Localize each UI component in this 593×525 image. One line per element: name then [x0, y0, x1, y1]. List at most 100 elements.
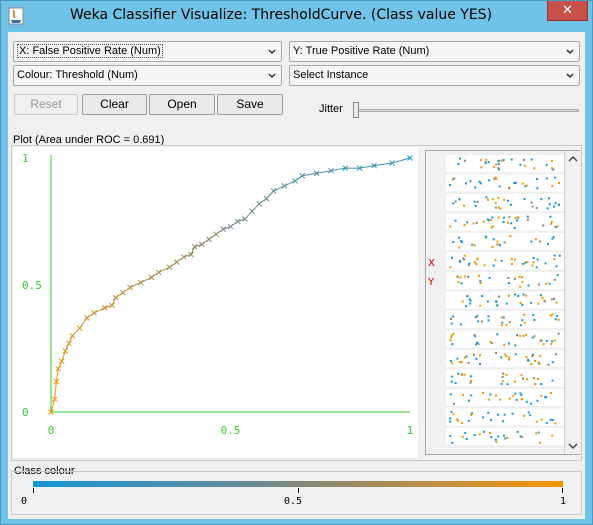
strip-point	[449, 339, 452, 342]
roc-curve-plot[interactable]: 0 0.5 1 0 0.5 1	[13, 147, 418, 458]
roc-point	[148, 274, 155, 281]
java-app-icon	[8, 7, 24, 25]
strip-point	[495, 440, 498, 443]
strip-point	[532, 257, 535, 259]
strip-point	[554, 226, 557, 228]
strip-point	[525, 294, 528, 297]
strip-point	[503, 241, 506, 244]
attribute-strip[interactable]	[446, 291, 564, 309]
strip-point	[531, 336, 534, 339]
strip-point	[473, 261, 476, 264]
strip-point	[452, 202, 455, 205]
roc-point	[84, 315, 90, 321]
strip-point	[479, 159, 482, 161]
strip-point	[554, 353, 557, 356]
strip-point	[501, 321, 504, 324]
strip-point	[498, 185, 501, 188]
strip-point	[487, 198, 489, 201]
roc-segment	[129, 282, 141, 288]
strip-point	[476, 314, 479, 317]
attribute-strip[interactable]	[446, 311, 564, 328]
strip-point	[494, 259, 497, 262]
attribute-strips[interactable]	[446, 154, 566, 447]
strip-point	[497, 163, 500, 166]
attribute-strip[interactable]	[446, 194, 564, 211]
strip-point	[454, 382, 457, 385]
roc-segment	[140, 276, 152, 283]
strip-point	[487, 411, 490, 414]
plot-area[interactable]: 0 0.5 1 0 0.5 1	[13, 147, 418, 458]
strip-point	[449, 318, 452, 320]
colour-select[interactable]: Colour: Threshold (Num)	[13, 65, 282, 86]
colour-tick	[298, 488, 299, 493]
strip-point	[468, 298, 471, 301]
title-bar[interactable]: Weka Classifier Visualize: ThresholdCurv…	[1, 1, 592, 32]
attribute-strip[interactable]	[446, 330, 564, 348]
instance-select[interactable]: Select Instance	[289, 65, 580, 86]
strip-point	[464, 356, 466, 359]
reset-button[interactable]: Reset	[14, 94, 78, 115]
strip-point	[500, 356, 503, 359]
strip-point	[521, 397, 523, 400]
strip-point	[465, 305, 467, 308]
strip-point	[499, 207, 502, 210]
attribute-strip[interactable]	[446, 350, 564, 367]
save-button[interactable]: Save	[217, 94, 283, 115]
strip-point	[538, 362, 541, 365]
strip-point	[545, 339, 548, 342]
strip-point	[512, 394, 515, 397]
strip-point	[513, 227, 516, 230]
strip-point	[511, 412, 514, 415]
strip-point	[509, 235, 512, 238]
strip-point	[545, 422, 548, 425]
jitter-slider-track[interactable]	[353, 109, 579, 112]
attribute-strip[interactable]	[446, 252, 564, 270]
strip-point	[508, 342, 510, 345]
strip-point	[525, 333, 527, 336]
roc-point	[180, 254, 187, 260]
strip-point	[494, 202, 497, 204]
attribute-strip[interactable]	[446, 155, 564, 172]
strip-point	[543, 299, 546, 302]
roc-point	[227, 223, 234, 230]
strip-point	[514, 217, 517, 220]
jitter-slider-thumb[interactable]	[353, 102, 359, 118]
close-button[interactable]: ✕	[547, 1, 588, 21]
attribute-scrollbar[interactable]	[564, 151, 580, 454]
strip-point	[534, 359, 537, 362]
strip-point	[478, 274, 481, 277]
attribute-strip[interactable]	[446, 408, 564, 426]
attribute-strip[interactable]	[446, 369, 564, 387]
colour-select-value: Colour: Threshold (Num)	[17, 69, 138, 81]
strip-point	[523, 313, 526, 316]
open-button[interactable]: Open	[149, 94, 215, 115]
strip-point	[469, 302, 472, 305]
strip-point	[513, 258, 516, 261]
clear-button[interactable]: Clear	[82, 94, 147, 115]
attribute-strip[interactable]	[446, 213, 564, 231]
y-axis-select[interactable]: Y: True Positive Rate (Num)	[289, 41, 580, 62]
strip-point	[500, 259, 503, 262]
strip-point	[551, 237, 554, 240]
jitter-label: Jitter	[319, 103, 343, 115]
roc-segment	[158, 266, 170, 273]
strip-point	[497, 196, 500, 199]
attribute-strip[interactable]	[446, 389, 564, 406]
roc-point	[137, 279, 144, 286]
scroll-up-icon[interactable]	[568, 155, 578, 163]
strip-point	[500, 382, 503, 385]
strip-point	[502, 316, 505, 319]
strip-point	[508, 397, 511, 400]
chevron-down-icon	[268, 49, 276, 55]
strip-point	[553, 339, 556, 342]
strip-point	[476, 341, 479, 344]
attribute-strip[interactable]	[446, 272, 564, 289]
roc-segment	[50, 399, 56, 413]
x-axis-select[interactable]: X: False Positive Rate (Num)	[13, 41, 282, 62]
scroll-down-icon[interactable]	[568, 442, 578, 450]
strip-point	[474, 186, 477, 189]
colour-tick	[562, 488, 563, 493]
strip-point	[519, 392, 522, 395]
attribute-strip[interactable]	[446, 174, 564, 192]
strip-point	[492, 238, 495, 241]
